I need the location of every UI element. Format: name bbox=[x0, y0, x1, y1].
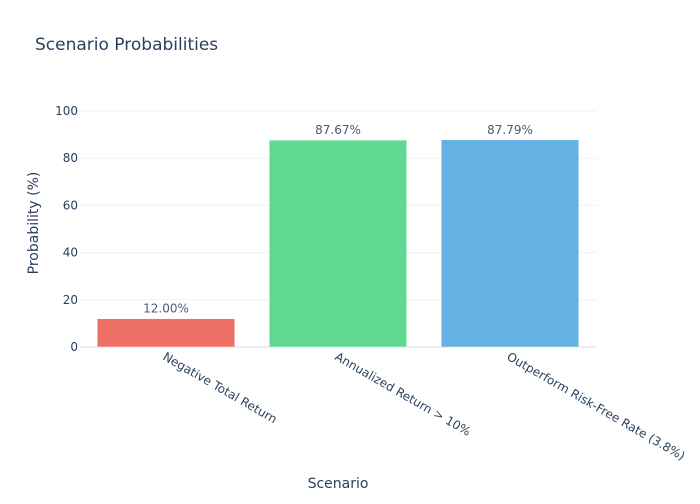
chart-title: Scenario Probabilities bbox=[35, 35, 218, 55]
bar[interactable] bbox=[440, 139, 580, 348]
y-tick-label: 100 bbox=[55, 104, 78, 118]
bar-value-label: 12.00% bbox=[143, 302, 189, 316]
y-tick-label: 60 bbox=[63, 198, 78, 212]
bars bbox=[96, 139, 580, 348]
bar-value-label: 87.67% bbox=[315, 123, 361, 137]
x-tick-label: Annualized Return > 10% bbox=[333, 349, 474, 438]
bar[interactable] bbox=[96, 318, 236, 348]
bar-value-label: 87.79% bbox=[487, 123, 533, 137]
x-tick-label: Outperform Risk-Free Rate (3.8%) bbox=[505, 349, 688, 463]
y-axis-title: Probability (%) bbox=[26, 172, 42, 275]
y-tick-label: 0 bbox=[70, 340, 78, 354]
y-tick-label: 40 bbox=[63, 246, 78, 260]
x-tick-label: Negative Total Return bbox=[161, 349, 280, 426]
y-tick-label: 20 bbox=[63, 293, 78, 307]
bar[interactable] bbox=[268, 139, 408, 348]
x-axis-title: Scenario bbox=[308, 476, 369, 492]
y-axis-ticks: 0 20 40 60 80 100 bbox=[55, 104, 78, 354]
y-tick-label: 80 bbox=[63, 151, 78, 165]
data-labels: 12.00% 87.67% 87.79% bbox=[143, 123, 533, 316]
x-axis-ticks: Negative Total Return Annualized Return >… bbox=[161, 349, 688, 463]
